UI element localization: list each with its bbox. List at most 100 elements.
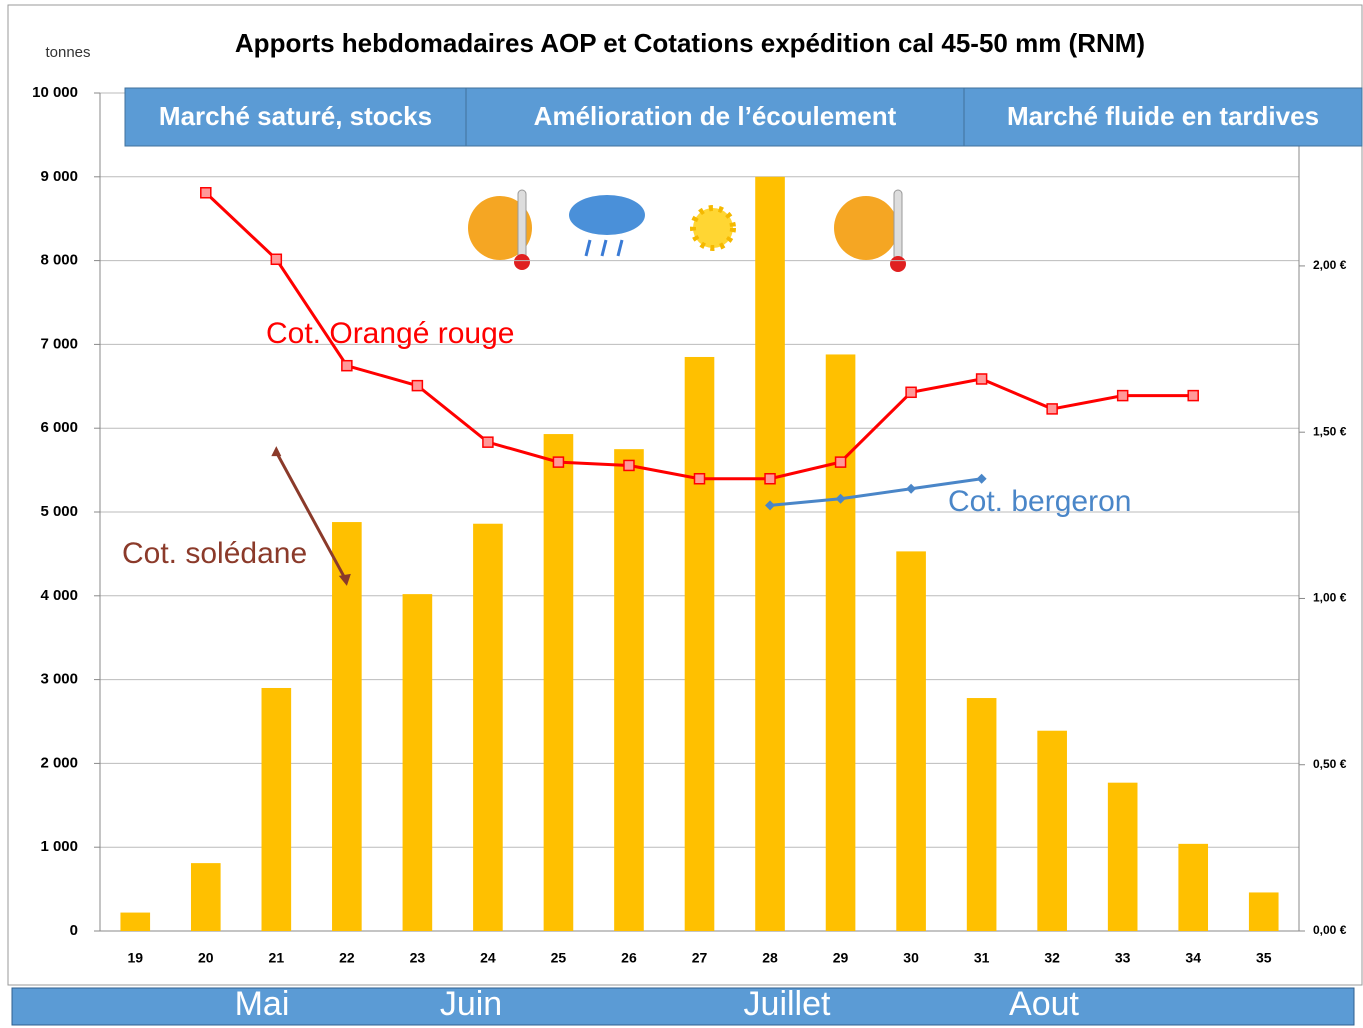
x-tick-label: 32	[1044, 950, 1060, 966]
bar	[261, 687, 292, 931]
marker	[341, 359, 353, 372]
bar	[966, 698, 997, 931]
y2-tick-label: 0,00 €	[1313, 923, 1347, 937]
y-tick-label: 9 000	[40, 168, 78, 185]
y-tick-label: 6 000	[40, 419, 78, 436]
thermometer	[893, 189, 903, 261]
marker	[976, 473, 987, 484]
marker	[552, 456, 565, 468]
bar	[120, 912, 151, 931]
bar	[402, 594, 433, 931]
marker	[1116, 389, 1129, 402]
marker	[1187, 389, 1199, 402]
bar	[332, 522, 362, 931]
weather-icons	[468, 189, 906, 272]
marker	[623, 459, 635, 472]
marker	[482, 436, 494, 448]
x-tick-label: 23	[410, 950, 426, 966]
series-label: Cot. bergeron	[948, 485, 1131, 518]
x-tick-label: 24	[480, 950, 496, 966]
rain	[584, 239, 592, 257]
x-tick-label: 19	[127, 950, 143, 966]
bar	[614, 449, 644, 931]
marker	[975, 373, 988, 385]
bar	[1037, 730, 1067, 931]
chart-title: Apports hebdomadaires AOP et Cotations e…	[235, 28, 1145, 58]
x-tick-label: 25	[551, 950, 567, 966]
bar	[896, 551, 926, 931]
month-label: Juin	[440, 985, 502, 1023]
phase-banner	[963, 87, 1363, 147]
bar	[825, 354, 856, 931]
y-tick-label: 0	[70, 922, 78, 939]
y2-tick-label: 1,50 €	[1313, 424, 1347, 438]
bar	[190, 863, 221, 931]
x-tick-label: 35	[1256, 950, 1272, 966]
marker	[765, 500, 776, 511]
y-tick-label: 1 000	[40, 838, 78, 855]
phase-banner	[465, 87, 965, 147]
marker	[834, 456, 847, 468]
bar	[473, 523, 503, 931]
x-tick-label: 28	[762, 950, 778, 966]
y-tick-label: 10 000	[32, 84, 78, 101]
thermometer-bulb	[890, 256, 906, 272]
bar	[1107, 782, 1138, 931]
line-series	[275, 451, 349, 583]
x-tick-label: 20	[198, 950, 214, 966]
x-tick-label: 34	[1185, 950, 1201, 966]
marker	[411, 379, 424, 392]
phase-label: Amélioration de l’écoulement	[534, 101, 897, 131]
marker	[1046, 403, 1058, 415]
y2-tick-label: 1,00 €	[1313, 591, 1347, 605]
month-label: Aout	[1009, 985, 1079, 1023]
bar	[1178, 843, 1209, 931]
x-tick-label: 33	[1115, 950, 1131, 966]
phase-banner	[124, 87, 467, 147]
bar	[543, 434, 574, 931]
marker	[200, 187, 212, 199]
marker	[271, 446, 282, 457]
marker	[270, 253, 283, 266]
y-tick-label: 3 000	[40, 671, 78, 688]
phase-label: Marché saturé, stocks	[159, 101, 432, 131]
y-tick-label: 8 000	[40, 252, 78, 269]
x-tick-label: 31	[974, 950, 990, 966]
y-tick-label: 7 000	[40, 335, 78, 352]
sun-icon	[468, 196, 532, 260]
x-tick-label: 29	[833, 950, 849, 966]
month-label: Mai	[235, 985, 290, 1023]
phase-label: Marché fluide en tardives	[1007, 101, 1319, 131]
y-tick-label: 5 000	[40, 503, 78, 520]
bar	[1248, 892, 1279, 931]
month-label: Juillet	[744, 985, 831, 1023]
y2-tick-label: 0,50 €	[1313, 757, 1347, 771]
y-axis-label: tonnes	[45, 44, 90, 61]
sun-icon	[834, 196, 898, 260]
marker	[835, 493, 846, 504]
rain	[600, 239, 608, 257]
rain	[616, 239, 624, 257]
x-tick-label: 26	[621, 950, 637, 966]
series-label: Cot. Orangé rouge	[266, 317, 514, 350]
x-tick-label: 30	[903, 950, 919, 966]
marker	[693, 472, 706, 485]
line-series	[769, 477, 982, 507]
marker	[906, 483, 917, 494]
y-tick-label: 4 000	[40, 587, 78, 604]
sun-icon	[690, 205, 736, 251]
thermometer-bulb	[514, 254, 530, 270]
marker	[905, 386, 917, 399]
series-label: Cot. solédane	[122, 537, 307, 570]
bar	[684, 356, 715, 932]
y2-tick-label: 2,00 €	[1313, 258, 1347, 272]
x-tick-label: 22	[339, 950, 355, 966]
bar	[755, 176, 785, 932]
marker	[338, 573, 351, 586]
x-tick-label: 21	[269, 950, 285, 966]
marker	[764, 472, 776, 485]
y-tick-label: 2 000	[40, 754, 78, 771]
cloud-icon	[569, 195, 645, 235]
month-bar	[11, 987, 1355, 1026]
